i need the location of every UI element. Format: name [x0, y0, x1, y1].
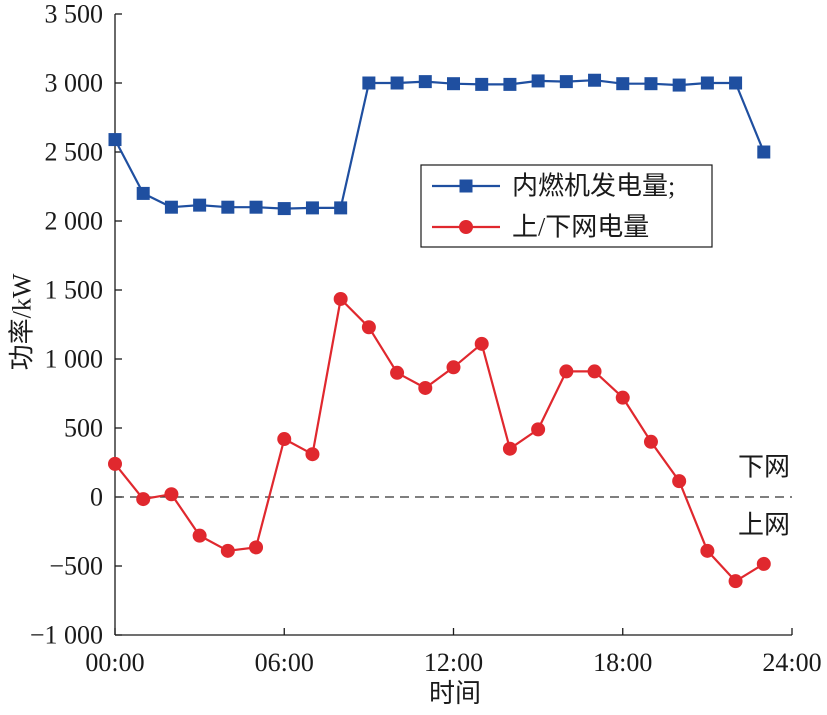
diesel-generation-point — [503, 77, 517, 91]
grid-exchange-point — [502, 441, 517, 456]
diesel-generation-point — [475, 77, 489, 91]
grid-exchange-point — [249, 540, 264, 555]
x-tick-label: 06:00 — [255, 648, 314, 677]
grid-exchange-point — [418, 380, 433, 395]
grid-exchange-point — [390, 365, 405, 380]
diesel-generation-point — [447, 77, 460, 91]
grid-exchange-point — [164, 487, 179, 502]
grid-exchange-point — [615, 390, 630, 405]
y-tick-label: 3 500 — [45, 0, 104, 29]
grid-exchange-line — [114, 297, 765, 583]
diesel-generation-point — [729, 76, 743, 90]
diesel-generation-point — [305, 201, 319, 215]
legend-marker — [459, 220, 473, 234]
grid-exchange-point — [333, 291, 348, 306]
y-tick-label: 2 000 — [45, 207, 104, 236]
x-tick-label: 18:00 — [593, 648, 652, 677]
x-tick-label: 12:00 — [424, 648, 483, 677]
diesel-generation-point — [559, 75, 573, 89]
diesel-generation-point — [588, 73, 602, 87]
grid-exchange-point — [446, 360, 461, 375]
grid-exchange-point — [728, 574, 743, 589]
diesel-generation-point — [531, 74, 545, 88]
annotation-grid-export: 下网 — [738, 453, 790, 482]
grid-exchange-point — [220, 543, 235, 558]
diesel-generation-point — [644, 77, 658, 91]
grid-exchange-point — [277, 432, 292, 447]
y-tick-label: 2 500 — [45, 138, 104, 167]
x-axis-label: 时间 — [429, 679, 481, 708]
grid-exchange-point — [474, 336, 489, 351]
diesel-generation-point — [193, 198, 207, 212]
grid-exchange-point — [531, 422, 546, 437]
x-tick-label: 00:00 — [85, 648, 144, 677]
x-tick-label: 24:00 — [762, 648, 821, 677]
diesel-generation-point — [221, 200, 235, 214]
grid-exchange-point — [136, 492, 151, 507]
y-tick-label: 3 000 — [45, 69, 104, 98]
diesel-generation-point — [362, 76, 376, 90]
grid-exchange-point — [672, 474, 687, 489]
diesel-generation-point — [390, 76, 404, 90]
grid-exchange-point — [192, 528, 207, 543]
diesel-generation-point — [334, 201, 348, 215]
diesel-generation-point — [136, 186, 150, 200]
y-tick-label: 500 — [64, 414, 103, 443]
y-tick-label: 1 500 — [45, 276, 104, 305]
legend-box — [420, 164, 713, 248]
annotation-grid-import: 上网 — [738, 511, 790, 540]
y-tick-label: 0 — [90, 483, 103, 512]
y-tick-label: 1 000 — [45, 345, 104, 374]
grid-exchange-point — [587, 364, 602, 379]
grid-exchange-point — [756, 556, 771, 571]
grid-exchange-point — [361, 320, 376, 335]
grid-exchange-point — [643, 434, 658, 449]
legend: 内燃机发电量; 上/下网电量 — [420, 164, 713, 248]
diesel-generation-point — [277, 202, 291, 216]
grid-exchange-point — [559, 364, 574, 379]
y-axis-label: 功率/kW — [8, 273, 37, 370]
grid-exchange-point — [305, 447, 320, 462]
grid-exchange-point — [108, 456, 122, 471]
legend-marker — [459, 179, 473, 193]
diesel-generation-point — [108, 133, 122, 147]
diesel-generation-point — [757, 145, 771, 159]
diesel-generation-point — [418, 75, 432, 89]
y-tick-label: −1 000 — [30, 621, 103, 650]
diesel-generation-point — [616, 77, 630, 91]
legend-label: 上/下网电量 — [512, 213, 649, 242]
diesel-generation-point — [700, 76, 714, 90]
diesel-generation-point — [249, 200, 263, 214]
y-tick-label: −500 — [49, 552, 103, 581]
diesel-generation-point — [164, 200, 178, 214]
diesel-generation-point — [672, 78, 686, 92]
legend-label: 内燃机发电量; — [512, 172, 675, 201]
grid-exchange-point — [700, 543, 715, 558]
